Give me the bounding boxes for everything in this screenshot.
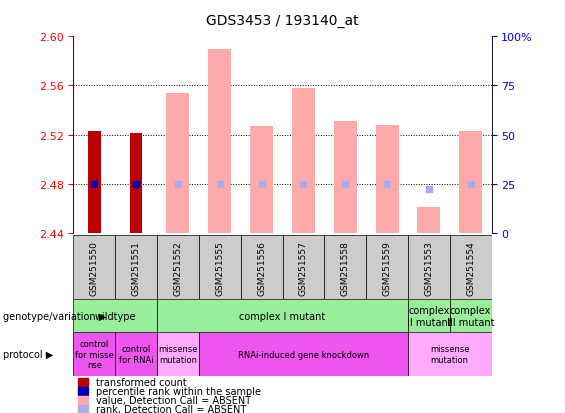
Bar <box>208 50 231 233</box>
Text: GSM251552: GSM251552 <box>173 240 182 295</box>
Text: control
for misse
nse: control for misse nse <box>75 339 114 369</box>
Bar <box>450 235 492 299</box>
Text: complex I mutant: complex I mutant <box>240 311 325 321</box>
Bar <box>324 235 366 299</box>
Bar <box>408 299 450 332</box>
Text: GSM251556: GSM251556 <box>257 240 266 295</box>
Bar <box>334 122 357 233</box>
Bar <box>167 94 189 233</box>
Bar <box>73 332 115 376</box>
Text: wildtype: wildtype <box>94 311 136 321</box>
Bar <box>73 235 115 299</box>
Bar <box>77 387 88 395</box>
Text: protocol ▶: protocol ▶ <box>3 349 53 359</box>
Text: control
for RNAi: control for RNAi <box>119 344 154 364</box>
Bar <box>376 126 398 233</box>
Bar <box>282 235 324 299</box>
Text: complex
III mutant: complex III mutant <box>447 305 494 327</box>
Text: missense
mutation: missense mutation <box>158 344 198 364</box>
Bar <box>450 299 492 332</box>
Bar <box>157 332 199 376</box>
Text: GSM251550: GSM251550 <box>90 240 99 295</box>
Bar <box>77 396 88 404</box>
Text: rank, Detection Call = ABSENT: rank, Detection Call = ABSENT <box>97 404 247 413</box>
Text: value, Detection Call = ABSENT: value, Detection Call = ABSENT <box>97 395 251 405</box>
Text: GSM251557: GSM251557 <box>299 240 308 295</box>
Text: genotype/variation ▶: genotype/variation ▶ <box>3 311 106 321</box>
Text: GDS3453 / 193140_at: GDS3453 / 193140_at <box>206 14 359 28</box>
Text: transformed count: transformed count <box>97 377 187 387</box>
Bar <box>241 235 282 299</box>
Bar <box>408 332 492 376</box>
Bar <box>157 299 408 332</box>
Bar <box>115 235 157 299</box>
Text: GSM251555: GSM251555 <box>215 240 224 295</box>
Bar <box>157 235 199 299</box>
Text: GSM251553: GSM251553 <box>424 240 433 295</box>
Bar <box>418 208 440 233</box>
Text: RNAi-induced gene knockdown: RNAi-induced gene knockdown <box>238 350 369 358</box>
Text: GSM251559: GSM251559 <box>383 240 392 295</box>
Bar <box>115 332 157 376</box>
Bar <box>199 235 241 299</box>
Text: percentile rank within the sample: percentile rank within the sample <box>97 386 262 396</box>
Bar <box>130 134 142 233</box>
Bar <box>88 132 101 233</box>
Text: missense
mutation: missense mutation <box>430 344 470 364</box>
Text: GSM251558: GSM251558 <box>341 240 350 295</box>
Bar <box>77 406 88 413</box>
Bar <box>77 378 88 386</box>
Bar <box>459 132 482 233</box>
Bar <box>366 235 408 299</box>
Bar <box>199 332 408 376</box>
Text: GSM251551: GSM251551 <box>132 240 141 295</box>
Bar <box>408 235 450 299</box>
Text: GSM251554: GSM251554 <box>466 240 475 295</box>
Text: complex
II mutant: complex II mutant <box>407 305 451 327</box>
Bar <box>250 127 273 233</box>
Bar <box>292 89 315 233</box>
Bar <box>73 299 157 332</box>
